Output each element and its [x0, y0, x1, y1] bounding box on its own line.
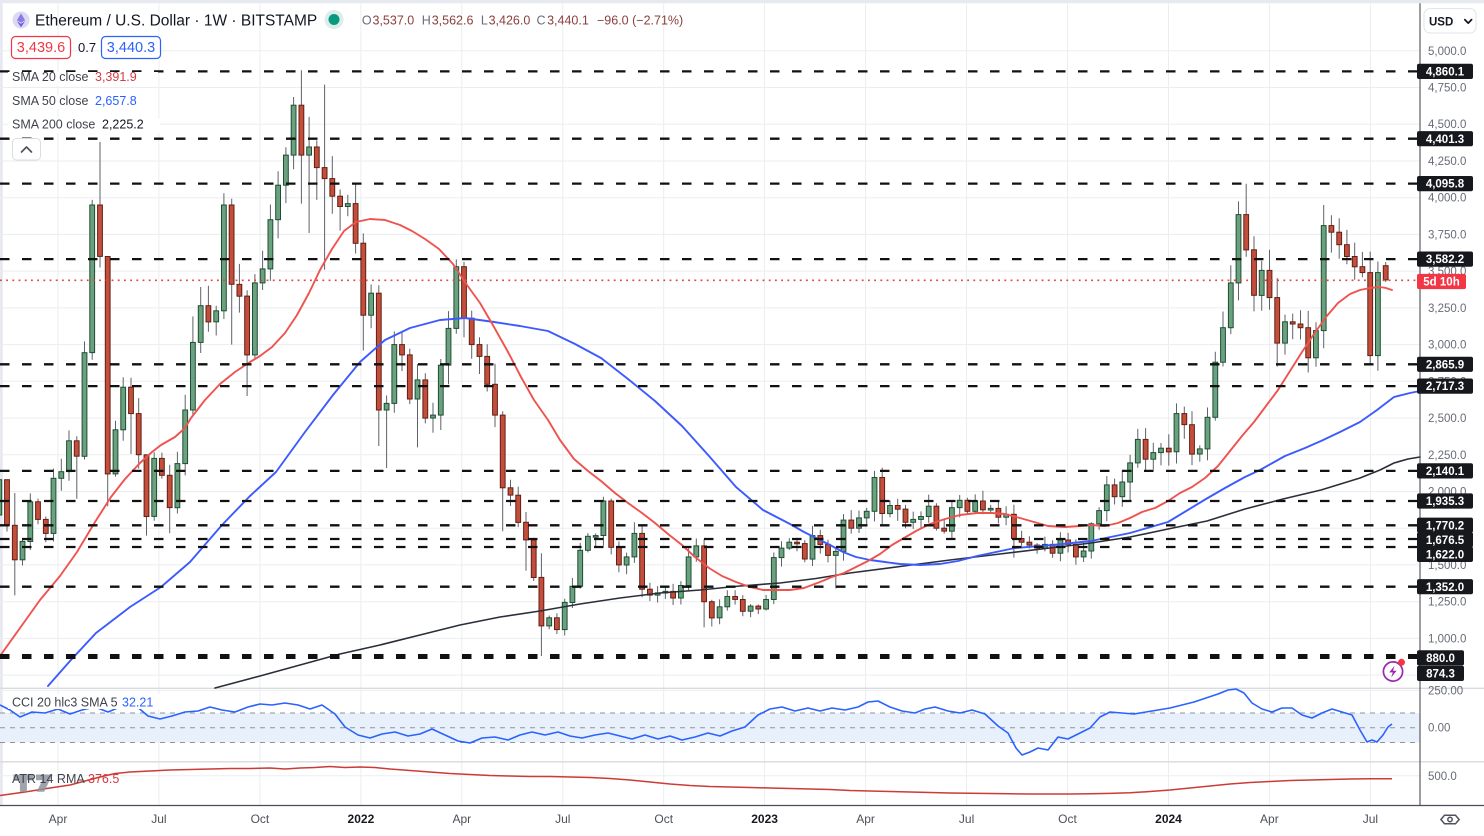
svg-text:3,440.3: 3,440.3 — [107, 40, 155, 56]
svg-text:3,537.0: 3,537.0 — [373, 14, 415, 28]
svg-text:5,000.0: 5,000.0 — [1428, 46, 1466, 58]
svg-text:SMA 200 close: SMA 200 close — [12, 118, 95, 132]
svg-text:1,250.0: 1,250.0 — [1428, 597, 1466, 609]
svg-text:L: L — [481, 14, 488, 28]
svg-text:Jul: Jul — [555, 812, 570, 826]
svg-text:500.0: 500.0 — [1428, 771, 1457, 783]
svg-text:4,401.3: 4,401.3 — [1426, 134, 1464, 146]
svg-text:2,140.1: 2,140.1 — [1426, 466, 1465, 478]
svg-text:Apr: Apr — [1260, 812, 1279, 826]
svg-text:4,250.0: 4,250.0 — [1428, 156, 1466, 168]
svg-text:Ethereum / U.S. Dollar · 1W ·: Ethereum / U.S. Dollar · 1W · BITSTAMP — [35, 13, 317, 30]
svg-text:4,095.8: 4,095.8 — [1426, 179, 1465, 191]
svg-text:3,582.2: 3,582.2 — [1426, 254, 1464, 266]
svg-text:SMA 20 close: SMA 20 close — [12, 70, 88, 84]
svg-text:Oct: Oct — [251, 812, 270, 826]
svg-text:Apr: Apr — [856, 812, 875, 826]
svg-text:−96.0 (−2.71%): −96.0 (−2.71%) — [597, 14, 683, 28]
svg-text:250.00: 250.00 — [1428, 685, 1463, 697]
svg-text:USD: USD — [1429, 16, 1453, 28]
svg-text:2,657.8: 2,657.8 — [95, 94, 137, 108]
svg-text:ATR 14 RMA: ATR 14 RMA — [12, 772, 85, 786]
svg-text:2,250.0: 2,250.0 — [1428, 450, 1466, 462]
svg-text:Apr: Apr — [49, 812, 68, 826]
svg-text:Jul: Jul — [151, 812, 166, 826]
svg-text:1,000.0: 1,000.0 — [1428, 633, 1466, 645]
svg-text:3,391.9: 3,391.9 — [95, 70, 137, 84]
svg-text:32.21: 32.21 — [122, 696, 153, 710]
svg-text:2,500.0: 2,500.0 — [1428, 413, 1466, 425]
svg-text:2022: 2022 — [348, 812, 375, 826]
svg-text:3,439.6: 3,439.6 — [17, 40, 65, 56]
svg-text:2023: 2023 — [751, 812, 778, 826]
svg-text:Apr: Apr — [452, 812, 471, 826]
svg-text:Oct: Oct — [654, 812, 673, 826]
svg-text:4,500.0: 4,500.0 — [1428, 119, 1466, 131]
svg-text:376.5: 376.5 — [88, 772, 119, 786]
svg-text:5d 10h: 5d 10h — [1423, 277, 1459, 289]
svg-text:2,717.3: 2,717.3 — [1426, 381, 1464, 393]
svg-text:Jul: Jul — [1363, 812, 1378, 826]
svg-text:4,860.1: 4,860.1 — [1426, 67, 1465, 79]
svg-text:880.0: 880.0 — [1426, 653, 1455, 665]
svg-text:Oct: Oct — [1058, 812, 1077, 826]
svg-text:C: C — [537, 14, 546, 28]
svg-text:1,352.0: 1,352.0 — [1426, 582, 1464, 594]
svg-text:1,622.0: 1,622.0 — [1426, 550, 1464, 562]
svg-text:4,000.0: 4,000.0 — [1428, 193, 1466, 205]
svg-text:0.7: 0.7 — [78, 40, 96, 55]
svg-text:3,440.1: 3,440.1 — [547, 14, 589, 28]
svg-text:2,225.2: 2,225.2 — [102, 118, 144, 132]
svg-text:3,750.0: 3,750.0 — [1428, 229, 1466, 241]
svg-text:3,562.6: 3,562.6 — [432, 14, 474, 28]
svg-text:H: H — [422, 14, 431, 28]
svg-text:O: O — [362, 14, 372, 28]
svg-text:3,250.0: 3,250.0 — [1428, 303, 1466, 315]
svg-text:SMA 50 close: SMA 50 close — [12, 94, 88, 108]
svg-text:Jul: Jul — [959, 812, 974, 826]
svg-text:3,426.0: 3,426.0 — [489, 14, 531, 28]
svg-text:2,865.9: 2,865.9 — [1426, 359, 1464, 371]
svg-text:2024: 2024 — [1155, 812, 1182, 826]
svg-text:CCI 20 hlc3 SMA 5: CCI 20 hlc3 SMA 5 — [12, 696, 118, 710]
svg-text:1,500.0: 1,500.0 — [1428, 560, 1466, 572]
svg-text:1,935.3: 1,935.3 — [1426, 496, 1464, 508]
svg-text:1,770.2: 1,770.2 — [1426, 520, 1464, 532]
svg-text:874.3: 874.3 — [1426, 669, 1455, 681]
svg-text:1,676.5: 1,676.5 — [1426, 535, 1465, 547]
svg-text:4,750.0: 4,750.0 — [1428, 83, 1466, 95]
svg-text:3,000.0: 3,000.0 — [1428, 340, 1466, 352]
svg-text:0.00: 0.00 — [1428, 723, 1450, 735]
